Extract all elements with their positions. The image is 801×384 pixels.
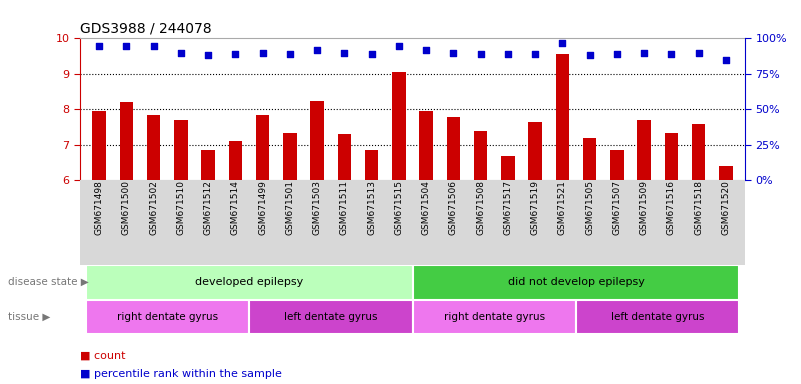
Text: developed epilepsy: developed epilepsy bbox=[195, 277, 303, 287]
Point bbox=[229, 51, 242, 57]
Point bbox=[692, 50, 705, 56]
Text: GSM671507: GSM671507 bbox=[613, 180, 622, 235]
Bar bbox=[576, 300, 739, 334]
Text: GSM671513: GSM671513 bbox=[367, 180, 376, 235]
Point bbox=[256, 50, 269, 56]
Bar bbox=[310, 101, 324, 180]
Point bbox=[284, 51, 296, 57]
Bar bbox=[474, 131, 488, 180]
Text: ■ count: ■ count bbox=[80, 350, 126, 360]
Bar bbox=[86, 300, 249, 334]
Point bbox=[420, 47, 433, 53]
Bar bbox=[719, 166, 733, 180]
Text: GSM671498: GSM671498 bbox=[95, 180, 103, 235]
Point bbox=[447, 50, 460, 56]
Text: GSM671521: GSM671521 bbox=[557, 180, 567, 235]
Text: GSM671505: GSM671505 bbox=[585, 180, 594, 235]
Point bbox=[583, 52, 596, 58]
Point bbox=[120, 42, 133, 48]
Bar bbox=[420, 111, 433, 180]
Bar bbox=[249, 300, 413, 334]
Text: GSM671500: GSM671500 bbox=[122, 180, 131, 235]
Point bbox=[392, 42, 405, 48]
Text: left dentate gyrus: left dentate gyrus bbox=[611, 312, 705, 322]
Bar bbox=[447, 117, 461, 180]
Bar bbox=[228, 141, 242, 180]
Bar bbox=[665, 132, 678, 180]
Point bbox=[610, 51, 623, 57]
Point bbox=[175, 50, 187, 56]
Text: GSM671520: GSM671520 bbox=[722, 180, 731, 235]
Bar bbox=[92, 111, 106, 180]
Text: GSM671517: GSM671517 bbox=[503, 180, 513, 235]
Bar bbox=[337, 134, 351, 180]
Bar bbox=[638, 120, 651, 180]
Bar bbox=[392, 72, 405, 180]
Bar bbox=[283, 132, 296, 180]
Bar bbox=[174, 120, 187, 180]
Text: tissue ▶: tissue ▶ bbox=[8, 312, 50, 322]
Bar bbox=[256, 115, 269, 180]
Text: GSM671509: GSM671509 bbox=[640, 180, 649, 235]
Point bbox=[556, 40, 569, 46]
Text: left dentate gyrus: left dentate gyrus bbox=[284, 312, 377, 322]
Text: GSM671516: GSM671516 bbox=[667, 180, 676, 235]
Point bbox=[311, 47, 324, 53]
Bar bbox=[119, 103, 133, 180]
Point bbox=[147, 42, 160, 48]
Text: GSM671501: GSM671501 bbox=[285, 180, 295, 235]
Text: did not develop epilepsy: did not develop epilepsy bbox=[508, 277, 645, 287]
Bar bbox=[86, 265, 413, 300]
Bar bbox=[364, 150, 378, 180]
Text: disease state ▶: disease state ▶ bbox=[8, 277, 89, 287]
Bar bbox=[413, 265, 739, 300]
Bar bbox=[556, 55, 570, 180]
Point bbox=[665, 51, 678, 57]
Point bbox=[638, 50, 650, 56]
Text: GSM671504: GSM671504 bbox=[421, 180, 431, 235]
Text: GSM671514: GSM671514 bbox=[231, 180, 240, 235]
Text: GSM671518: GSM671518 bbox=[694, 180, 703, 235]
Point bbox=[202, 52, 215, 58]
Bar bbox=[692, 124, 706, 180]
Bar bbox=[529, 122, 542, 180]
Point bbox=[93, 42, 106, 48]
Point bbox=[501, 51, 514, 57]
Point bbox=[365, 51, 378, 57]
Point bbox=[719, 56, 732, 63]
Text: right dentate gyrus: right dentate gyrus bbox=[444, 312, 545, 322]
Point bbox=[529, 51, 541, 57]
Text: ■ percentile rank within the sample: ■ percentile rank within the sample bbox=[80, 369, 282, 379]
Text: GSM671508: GSM671508 bbox=[476, 180, 485, 235]
Text: GSM671503: GSM671503 bbox=[312, 180, 322, 235]
Bar bbox=[413, 300, 576, 334]
Text: GSM671499: GSM671499 bbox=[258, 180, 268, 235]
Text: GSM671515: GSM671515 bbox=[394, 180, 404, 235]
Text: GSM671502: GSM671502 bbox=[149, 180, 158, 235]
Point bbox=[474, 51, 487, 57]
Text: right dentate gyrus: right dentate gyrus bbox=[117, 312, 218, 322]
Text: GSM671506: GSM671506 bbox=[449, 180, 458, 235]
Text: GSM671512: GSM671512 bbox=[203, 180, 212, 235]
Bar bbox=[610, 150, 624, 180]
Text: GSM671511: GSM671511 bbox=[340, 180, 349, 235]
Text: GDS3988 / 244078: GDS3988 / 244078 bbox=[80, 22, 211, 36]
Text: GSM671519: GSM671519 bbox=[530, 180, 540, 235]
Bar bbox=[201, 150, 215, 180]
Point bbox=[338, 50, 351, 56]
Bar bbox=[501, 156, 515, 180]
Bar bbox=[583, 138, 597, 180]
Text: GSM671510: GSM671510 bbox=[176, 180, 185, 235]
Bar bbox=[147, 115, 160, 180]
